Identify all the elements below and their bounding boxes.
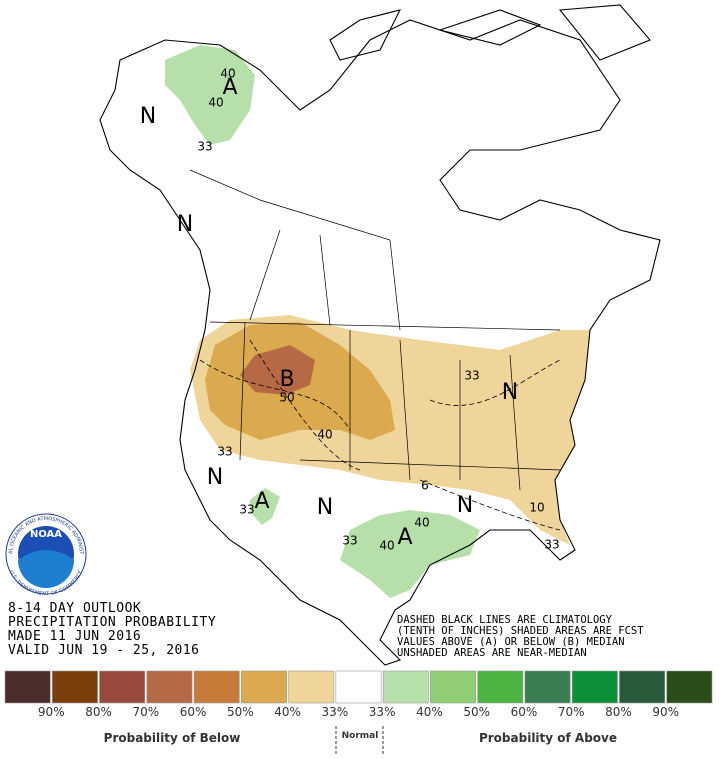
note-line: VALUES ABOVE (A) OR BELOW (B) MEDIAN	[397, 636, 625, 648]
legend: Probability of Below Normal Probability …	[4, 670, 713, 756]
legend-label: 33%	[322, 705, 349, 719]
logo-name: NOAA	[30, 529, 62, 540]
legend-caption: Probability of Above	[479, 731, 617, 745]
legend-swatch	[99, 670, 146, 704]
climatology	[199, 339, 561, 531]
coastline	[99, 4, 661, 666]
map-label: 40	[208, 96, 223, 110]
legend-label: 80%	[605, 705, 632, 719]
legend-swatch	[146, 670, 193, 704]
map-label: 40	[414, 516, 429, 530]
above-area	[340, 510, 480, 598]
map-label: 33	[197, 140, 212, 154]
legend-swatch	[288, 670, 335, 704]
borders	[189, 169, 561, 491]
legend-label: 70%	[558, 705, 585, 719]
map-label: 33	[239, 503, 254, 517]
logo-wave	[18, 550, 74, 588]
legend-caption: Normal	[342, 731, 379, 741]
map-label: 33	[464, 369, 479, 383]
legend-label: 60%	[180, 705, 207, 719]
map-label: A	[254, 489, 269, 514]
below-area	[240, 345, 315, 395]
climatology-line	[199, 339, 561, 531]
legend-label: 40%	[274, 705, 301, 719]
map-label: N	[502, 380, 518, 405]
map-label: 6	[421, 479, 429, 493]
map-label: N	[140, 104, 156, 129]
shading	[165, 45, 590, 598]
logo-ring-text: NATIONAL OCEANIC AND ATMOSPHERIC ADMINIS…	[0, 0, 84, 555]
map-label: N	[317, 495, 333, 520]
legend-swatch	[4, 670, 51, 704]
note-line: (TENTH OF INCHES) SHADED AREAS ARE FCST	[397, 625, 644, 637]
map-label: 40	[317, 428, 332, 442]
legend-label: 60%	[511, 705, 538, 719]
header-line: 8-14 DAY OUTLOOK	[8, 601, 141, 616]
legend-swatch	[430, 670, 476, 704]
map-label: A	[222, 75, 237, 100]
header-line: PRECIPITATION PROBABILITY	[8, 615, 216, 630]
map-label: N	[207, 465, 223, 490]
map-label: 33	[342, 534, 357, 548]
border	[189, 169, 561, 491]
header-line: VALID JUN 19 - 25, 2016	[8, 643, 200, 658]
legend-label: 70%	[132, 705, 159, 719]
above-area	[165, 45, 255, 145]
map-label: 33	[544, 538, 559, 552]
legend-swatch	[524, 670, 571, 704]
legend-label: 50%	[463, 705, 490, 719]
legend-label: 80%	[85, 705, 112, 719]
legend-swatch	[241, 670, 287, 704]
legend-label: 33%	[369, 705, 396, 719]
coastline	[99, 19, 661, 666]
map-label: 40	[220, 67, 235, 81]
map-label: 50	[279, 391, 294, 405]
note-line: DASHED BLACK LINES ARE CLIMATOLOGY	[397, 614, 613, 626]
logo-ring-text: NATIONAL OCEANIC AND ATMOSPHERIC ADMINIS…	[0, 0, 84, 555]
legend-swatch	[51, 670, 98, 704]
legend-swatch	[666, 670, 713, 704]
island	[329, 4, 651, 61]
note-line: UNSHADED AREAS ARE NEAR-MEDIAN	[397, 647, 587, 659]
legend-swatch	[619, 670, 666, 704]
legend-swatch	[193, 670, 240, 704]
map-label: 10	[529, 501, 544, 515]
legend-swatch	[571, 670, 618, 704]
legend-swatch	[335, 670, 382, 704]
legend-swatch	[382, 670, 429, 704]
legend-label: 90%	[652, 705, 679, 719]
header-line: MADE 11 JUN 2016	[8, 629, 141, 644]
map-label: B	[279, 367, 294, 392]
map-label: A	[397, 525, 412, 550]
noaa-logo: NOAA NATIONAL OCEANIC AND ATMOSPHERIC AD…	[0, 0, 87, 597]
legend-caption: Probability of Below	[104, 731, 241, 745]
legend-label: 40%	[416, 705, 443, 719]
map-label: 40	[379, 539, 394, 553]
map-label: N	[457, 493, 473, 518]
legend-label: 90%	[38, 705, 65, 719]
legend-swatch	[477, 670, 524, 704]
map-label: 33	[217, 445, 232, 459]
above-area	[250, 488, 280, 525]
legend-label: 50%	[227, 705, 254, 719]
notes: DASHED BLACK LINES ARE CLIMATOLOGY (TENT…	[397, 614, 644, 659]
map-labels: A 40 40 N 33 N B 50 40 33 N A 33 N 33 40…	[140, 67, 560, 553]
map-label: N	[177, 212, 193, 237]
header: 8-14 DAY OUTLOOK PRECIPITATION PROBABILI…	[8, 601, 216, 658]
